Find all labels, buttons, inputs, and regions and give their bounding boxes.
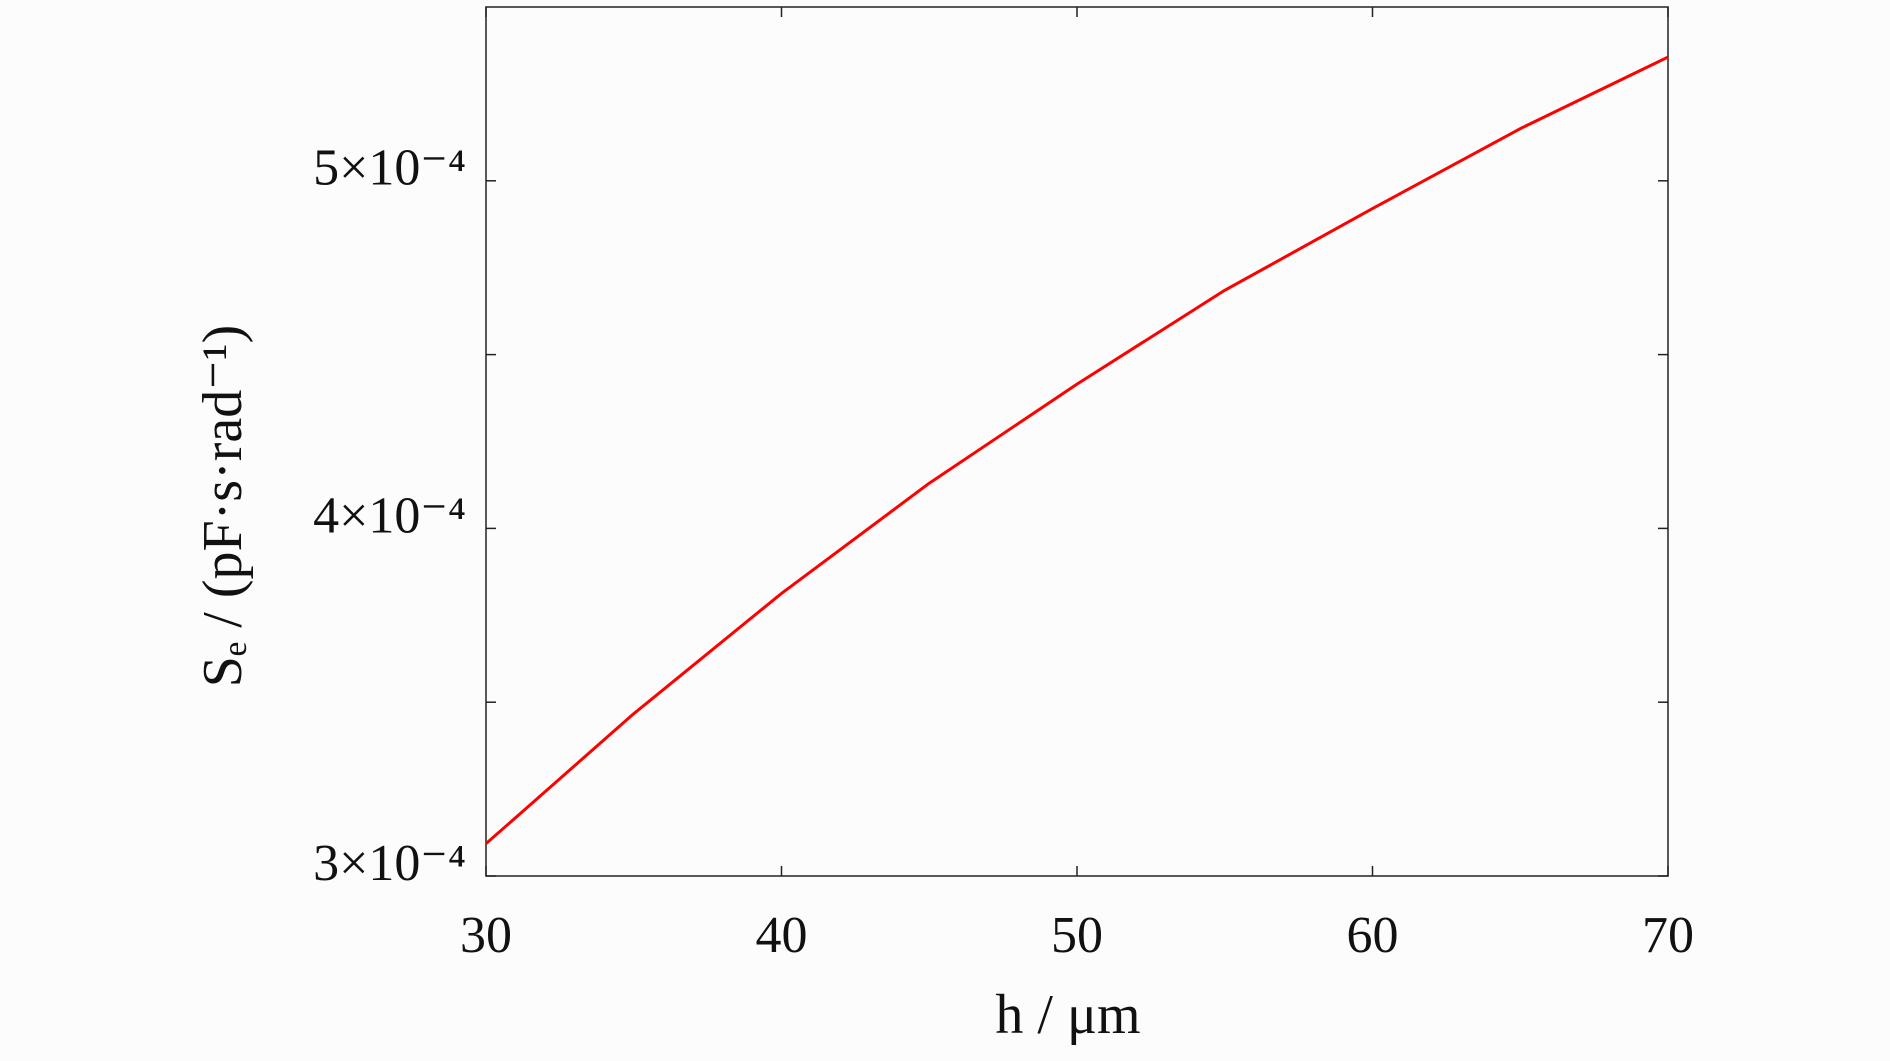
x-tick-label: 40 [756,907,808,964]
x-tick-label: 70 [1642,907,1694,964]
y-tick-label: 3×10⁻⁴ [313,835,466,892]
x-tick-label: 60 [1347,907,1399,964]
x-axis-label: h / μm [995,984,1140,1046]
y-tick-label: 4×10⁻⁴ [313,487,466,544]
x-tick-label: 50 [1051,907,1103,964]
y-tick-label: 5×10⁻⁴ [313,140,466,197]
data-line [485,55,1669,845]
x-tick-label: 30 [460,907,512,964]
y-axis-label: Sₑ / (pF·s·rad⁻¹) [192,325,254,687]
